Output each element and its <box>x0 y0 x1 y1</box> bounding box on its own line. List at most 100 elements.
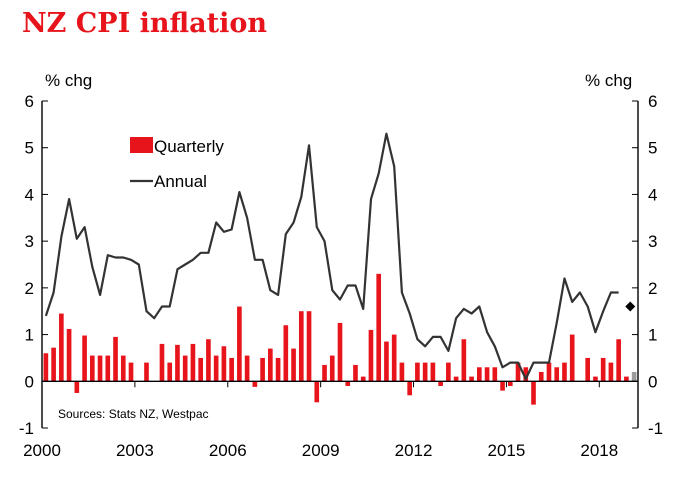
quarterly-bar <box>337 322 343 382</box>
quarterly-bar <box>422 362 428 382</box>
y-tick-label-right: 6 <box>648 92 657 111</box>
annual-line <box>44 132 619 380</box>
y-tick-label-right: 1 <box>648 326 657 345</box>
x-tick-label: 2015 <box>488 441 526 460</box>
quarterly-bar <box>314 381 320 403</box>
quarterly-bar <box>306 311 312 382</box>
forecast-marker <box>625 301 636 312</box>
quarterly-bar <box>616 339 621 382</box>
quarterly-bar <box>391 334 397 382</box>
quarterly-bar <box>469 376 474 382</box>
quarterly-bar <box>368 329 374 382</box>
quarterly-bar <box>128 362 134 382</box>
quarterly-bar <box>105 355 111 382</box>
quarterly-bar <box>275 357 281 382</box>
y-tick-label-right: 2 <box>648 279 657 298</box>
quarterly-bar <box>89 355 95 382</box>
quarterly-bar <box>322 364 327 382</box>
right-axis-unit: % chg <box>585 71 632 90</box>
quarterly-bar <box>206 339 211 382</box>
y-tick-label-left: 5 <box>25 139 34 158</box>
legend-label-quarterly: Quarterly <box>154 137 224 156</box>
legend-swatch-quarterly <box>130 137 153 153</box>
quarterly-bar <box>608 362 614 382</box>
legend: Quarterly Annual <box>130 137 224 191</box>
quarterly-bar <box>477 367 482 382</box>
quarterly-bar <box>569 334 575 382</box>
quarterly-bar <box>298 311 304 382</box>
quarterly-bar <box>120 355 126 382</box>
quarterly-bar <box>167 362 173 382</box>
quarterly-bar <box>461 339 467 382</box>
axis-ticks: -1 -1 0 0 1 1 2 2 3 3 4 4 5 5 6 6 2000 2003 2006 2009 2012 20… <box>19 92 663 460</box>
y-tick-label-left: -1 <box>19 419 34 438</box>
quarterly-bar <box>291 348 296 382</box>
y-tick-label-right: 3 <box>648 232 657 251</box>
quarterly-bar <box>283 325 289 382</box>
quarterly-bar <box>190 343 196 382</box>
quarterly-bar <box>159 343 165 382</box>
quarterly-bar <box>554 367 560 382</box>
quarterly-bar <box>43 353 49 382</box>
quarterly-bar <box>600 357 606 382</box>
quarterly-bar <box>384 341 389 382</box>
quarterly-bar <box>562 362 567 382</box>
quarterly-bar <box>329 355 335 382</box>
source-note: Sources: Stats NZ, Westpac <box>58 407 209 421</box>
quarterly-bar <box>515 362 521 382</box>
quarterly-forecast-bar <box>631 371 637 382</box>
x-tick-label: 2006 <box>209 441 247 460</box>
quarterly-bar <box>97 355 103 382</box>
quarterly-bar <box>546 362 552 382</box>
quarterly-bar <box>492 367 498 382</box>
y-tick-label-right: -1 <box>648 419 663 438</box>
quarterly-bar <box>507 381 513 386</box>
quarterly-bar <box>82 335 87 382</box>
quarterly-bar <box>244 355 250 382</box>
y-tick-label-right: 0 <box>648 372 657 391</box>
quarterly-bar <box>59 313 64 382</box>
quarterly-bar <box>237 306 242 382</box>
quarterly-bar <box>538 371 544 382</box>
quarterly-bar <box>66 328 72 382</box>
y-tick-label-left: 6 <box>25 92 34 111</box>
quarterly-bar <box>252 381 258 387</box>
quarterly-bar <box>585 357 591 382</box>
quarterly-bar <box>268 348 273 382</box>
quarterly-bar <box>213 355 219 382</box>
y-tick-label-right: 5 <box>648 139 657 158</box>
x-tick-label: 2018 <box>580 441 618 460</box>
y-tick-label-left: 3 <box>25 232 34 251</box>
quarterly-bar <box>353 364 358 382</box>
quarterly-bar <box>531 381 536 405</box>
quarterly-bar <box>376 273 382 382</box>
y-tick-label-left: 1 <box>25 326 34 345</box>
x-tick-label: 2000 <box>23 441 61 460</box>
left-axis-unit: % chg <box>45 71 92 90</box>
quarterly-bar <box>360 376 366 382</box>
x-tick-label: 2012 <box>395 441 433 460</box>
y-tick-label-right: 4 <box>648 185 657 204</box>
quarterly-bar <box>415 362 420 382</box>
quarterly-bar <box>500 381 505 391</box>
quarterly-bar <box>453 376 459 382</box>
quarterly-bar <box>407 381 412 396</box>
y-tick-label-left: 2 <box>25 279 34 298</box>
quarterly-bar <box>345 381 351 386</box>
quarterly-bar <box>144 362 149 382</box>
y-tick-label-left: 4 <box>25 185 34 204</box>
quarterly-bar <box>399 362 405 382</box>
quarterly-bar <box>229 357 234 382</box>
quarterly-bar <box>113 336 118 382</box>
chart-title: NZ CPI inflation <box>22 8 267 39</box>
quarterly-bar <box>175 344 180 382</box>
quarterly-bar <box>51 347 56 382</box>
quarterly-bar <box>484 367 490 382</box>
quarterly-bar <box>74 381 80 393</box>
quarterly-bar <box>430 362 436 382</box>
chart-axes: -1 -1 0 0 1 1 2 2 3 3 4 4 5 5 6 6 2000 2003 2006 2009 2012 20… <box>19 92 663 460</box>
quarterly-bar <box>624 376 629 382</box>
quarterly-bars <box>43 273 637 405</box>
quarterly-bar <box>438 381 443 386</box>
